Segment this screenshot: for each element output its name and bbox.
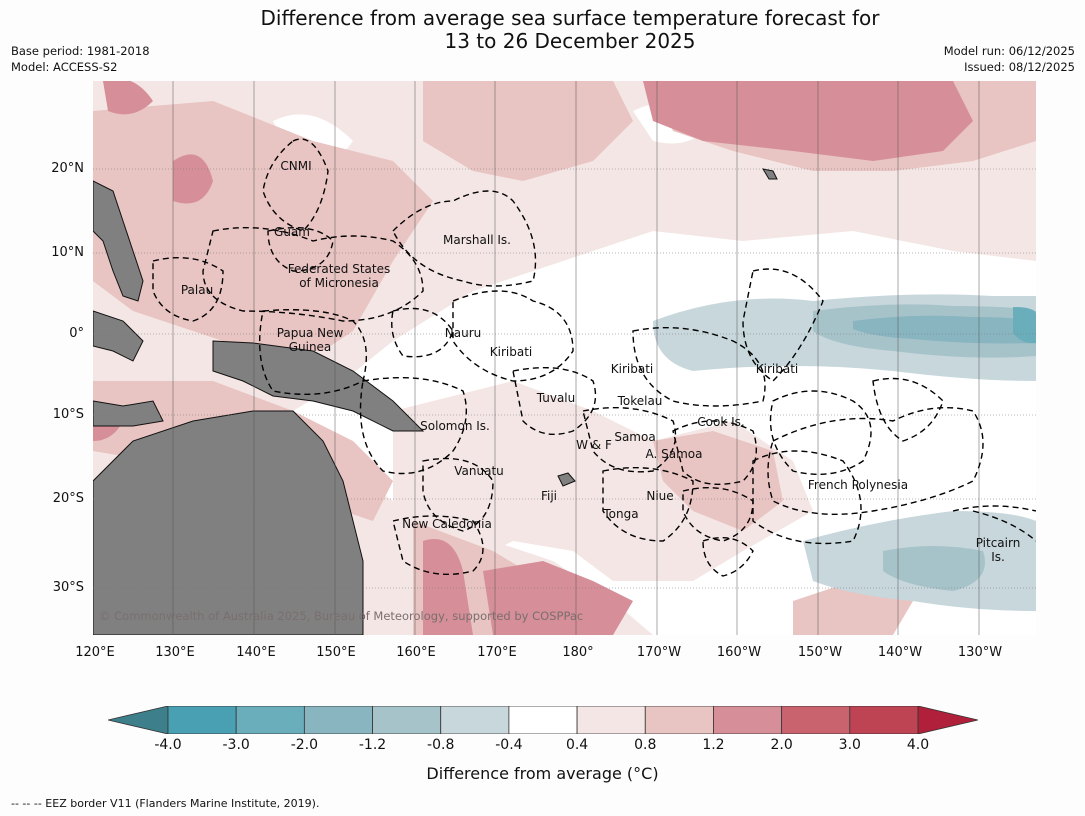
base-period: Base period: 1981-2018 [11,44,150,58]
label-pitcairn-2: Is. [991,550,1005,564]
lon-label-170w: 170°W [636,645,682,660]
hawaii-land [761,168,778,180]
label-cook: Cook Is. [697,415,745,429]
lat-label-20n: 20°N [51,161,84,176]
colorbar-arrow-low [108,706,169,734]
lat-label-10n: 10°N [51,245,84,260]
graticule [93,168,1036,589]
anomaly-neg-field [653,294,1036,611]
colorbar-swatch [644,706,714,734]
colorbar-tick-label: 2.0 [770,737,793,753]
label-micronesia-1: Federated States [287,262,391,276]
land-mass [93,168,778,635]
label-png-1: Papua New [276,326,344,340]
indonesia-land [93,310,144,362]
lat-label-0: 0° [69,326,84,341]
colorbar-tick-label: -4.0 [154,737,182,753]
lon-label-130w: 130°W [957,645,1003,660]
colorbar-swatch [576,706,646,734]
label-samoa: Samoa [614,430,656,444]
colorbar [108,706,978,734]
issued-date: Issued: 08/12/2025 [964,60,1075,74]
lat-label-10s: 10°S [52,407,84,422]
colorbar-swatch [440,706,510,734]
lon-label-140e: 140°E [236,645,276,660]
label-marshall: Marshall Is. [443,233,511,247]
label-micronesia-2: of Micronesia [299,276,379,290]
colorbar-swatch [167,706,237,734]
colorbar-tick-label: -3.0 [222,737,250,753]
lon-label-150w: 150°W [797,645,843,660]
title-line-2: 13 to 26 December 2025 [444,29,696,53]
meridians [172,81,980,635]
colorbar-swatch [849,706,919,734]
label-palau: Palau [180,283,214,297]
copyright-notice: © Commonwealth of Australia 2025, Bureau… [99,609,584,623]
sst-anomaly-map: CNMI Guam Marshall Is. Federated States … [93,81,1036,635]
colorbar-tick-label: 0.8 [634,737,657,753]
eez-borders [152,138,1036,577]
map-graphic [93,81,1036,635]
anomaly-1p2-2p0-field [93,81,973,635]
timor-land [93,400,164,427]
lon-label-180: 180° [562,645,594,660]
label-pitcairn-1: Pitcairn [975,536,1021,550]
label-tokelau: Tokelau [617,394,663,408]
lat-label-30s: 30°S [52,580,84,595]
label-kiribati-east: Kiribati [755,362,799,376]
label-tuvalu: Tuvalu [536,391,576,405]
label-solomon: Solomon Is. [420,419,490,433]
label-nauru: Nauru [444,326,482,340]
fiji-land [557,472,576,487]
lon-label-160e: 160°E [396,645,436,660]
lon-label-170e: 170°E [477,645,517,660]
eez-footnote: -- -- -- EEZ border V11 (Flanders Marine… [11,797,320,810]
colorbar-tick-label: -2.0 [290,737,319,753]
colorbar-swatch [303,706,373,734]
australia-land [93,410,364,635]
label-png-2: Guinea [288,340,332,354]
colorbar-swatch [372,706,442,734]
colorbar-tick-label: -1.2 [358,737,387,753]
colorbar-tick-label: 0.4 [565,737,589,753]
lon-label-140w: 140°W [877,645,923,660]
lon-label-120e: 120°E [75,645,115,660]
colorbar-swatch [781,706,851,734]
label-tonga: Tonga [603,507,639,521]
lon-label-160w: 160°W [716,645,762,660]
lon-label-150e: 150°E [316,645,356,660]
label-vanuatu: Vanuatu [454,464,504,478]
model-run: Model run: 06/12/2025 [943,44,1075,58]
philippines-land [93,180,144,302]
colorbar-tick-label: 1.2 [702,737,725,753]
label-fiji: Fiji [540,489,558,503]
meta-right: Model run: 06/12/2025 Issued: 08/12/2025 [944,43,1075,75]
label-new-caledonia: New Caledonia [402,517,492,531]
lat-label-20s: 20°S [52,491,84,506]
label-kiribati-central: Kiribati [610,362,654,376]
colorbar-swatch [713,706,783,734]
png-land [212,340,425,432]
title-line-1: Difference from average sea surface temp… [260,6,880,30]
colorbar-arrow-high [917,706,978,734]
label-guam: Guam [274,225,310,239]
colorbar-tick-label: 4.0 [906,737,930,753]
model-name: Model: ACCESS-S2 [11,60,118,74]
colorbar-label: Difference from average (°C) [426,764,659,783]
colorbar-tick-label: 3.0 [838,737,861,753]
label-french-polynesia: French Polynesia [807,478,909,492]
label-niue: Niue [646,489,674,503]
colorbar-swatch [508,706,578,734]
lon-label-130e: 130°E [155,645,195,660]
colorbar-tick-label: -0.4 [495,737,523,753]
meta-left: Base period: 1981-2018 Model: ACCESS-S2 [11,43,150,75]
label-wallis-futuna: W & F [576,438,612,452]
label-american-samoa: A. Samoa [645,447,703,461]
colorbar-swatch [235,706,305,734]
chart-title: Difference from average sea surface temp… [0,7,1085,53]
label-kiribati-west: Kiribati [489,345,533,359]
label-cnmi: CNMI [280,159,312,173]
colorbar-tick-label: -0.8 [427,737,455,753]
